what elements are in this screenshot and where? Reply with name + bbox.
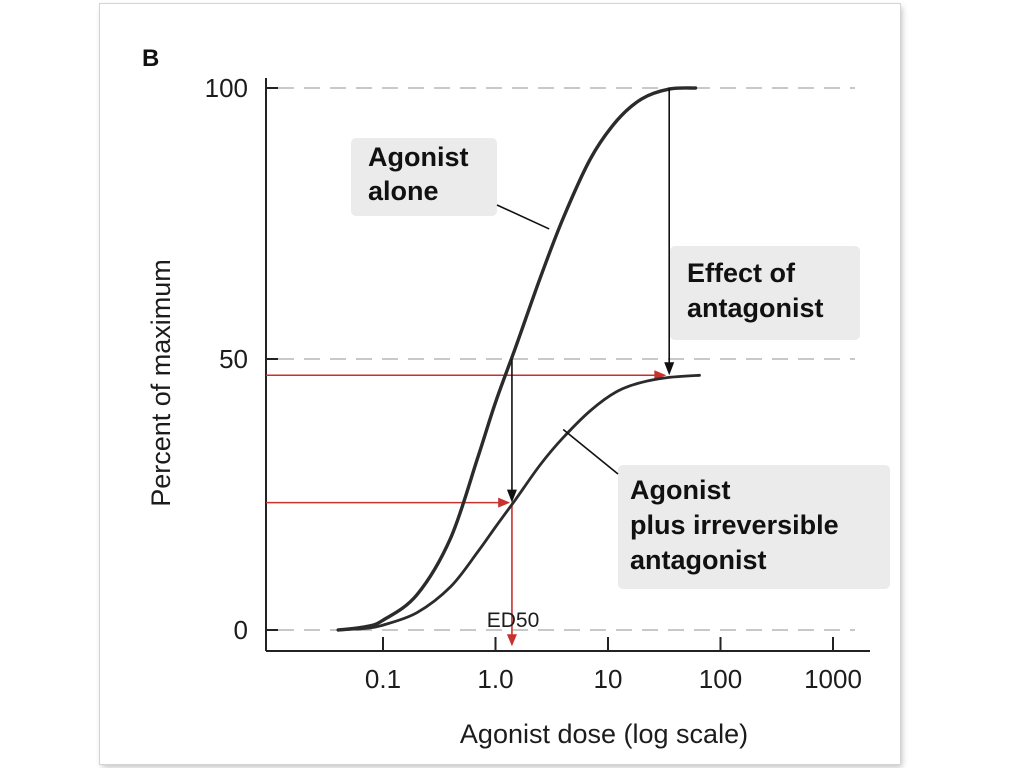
annotation-effect-of-antagonist: Effect of antagonist — [687, 258, 824, 323]
x-tick-label: 1000 — [804, 664, 862, 694]
series-line-agonist-plus-antagonist — [336, 373, 701, 632]
y-tick-label: 100 — [205, 73, 248, 103]
effect-arrow-head — [664, 362, 675, 376]
x-tick-label: 1.0 — [477, 664, 513, 694]
y-axis-label: Percent of maximum — [146, 259, 176, 507]
figure-frame — [100, 4, 900, 764]
arrows — [506, 88, 675, 503]
x-tick-label: 10 — [594, 664, 623, 694]
x-axis-label: Agonist dose (log scale) — [460, 719, 748, 749]
x-tick-label: 0.1 — [365, 664, 401, 694]
annotation-effect-line-2: antagonist — [687, 293, 824, 323]
callout-box-agonist-plus — [618, 465, 890, 589]
ed50-label: ED50 — [487, 609, 540, 632]
red-arrowhead-ed50 — [506, 634, 517, 647]
axes — [265, 78, 870, 652]
annotation-agonist-plus-antagonist: Agonist plus irreversible antagonist — [630, 475, 846, 575]
leader-agonist-alone — [496, 204, 550, 230]
annotation-agonist-plus-line-3: antagonist — [630, 545, 767, 575]
annotation-agonist-alone: Agonist alone — [368, 142, 476, 206]
callout-box-effect — [670, 246, 860, 340]
red-arrowhead — [498, 497, 511, 508]
ed50-drop-arrow-head — [506, 489, 517, 503]
callout-box-agonist-alone — [351, 138, 497, 216]
reference-gridlines — [278, 87, 855, 631]
x-ticks: 0.1 1.0 10 100 1000 — [365, 637, 862, 694]
x-tick-label: 100 — [699, 664, 742, 694]
series-group — [336, 86, 701, 632]
y-tick-label: 0 — [234, 615, 248, 645]
y-tick-label: 50 — [219, 344, 248, 374]
leader-agonist-plus — [562, 428, 619, 475]
series-line-agonist-alone — [336, 86, 698, 632]
annotation-agonist-plus-line-2: plus irreversible — [630, 510, 839, 540]
annotation-agonist-alone-line-2: alone — [368, 176, 439, 206]
annotation-agonist-alone-line-1: Agonist — [368, 142, 469, 172]
annotation-agonist-plus-line-1: Agonist — [630, 475, 731, 505]
annotation-effect-line-1: Effect of — [687, 258, 796, 288]
annotation-leaders — [496, 204, 619, 475]
y-ticks: 0 50 100 — [205, 73, 278, 645]
panel-label: B — [142, 45, 159, 72]
red-guide-lines — [266, 370, 667, 647]
callout-boxes — [351, 138, 890, 589]
